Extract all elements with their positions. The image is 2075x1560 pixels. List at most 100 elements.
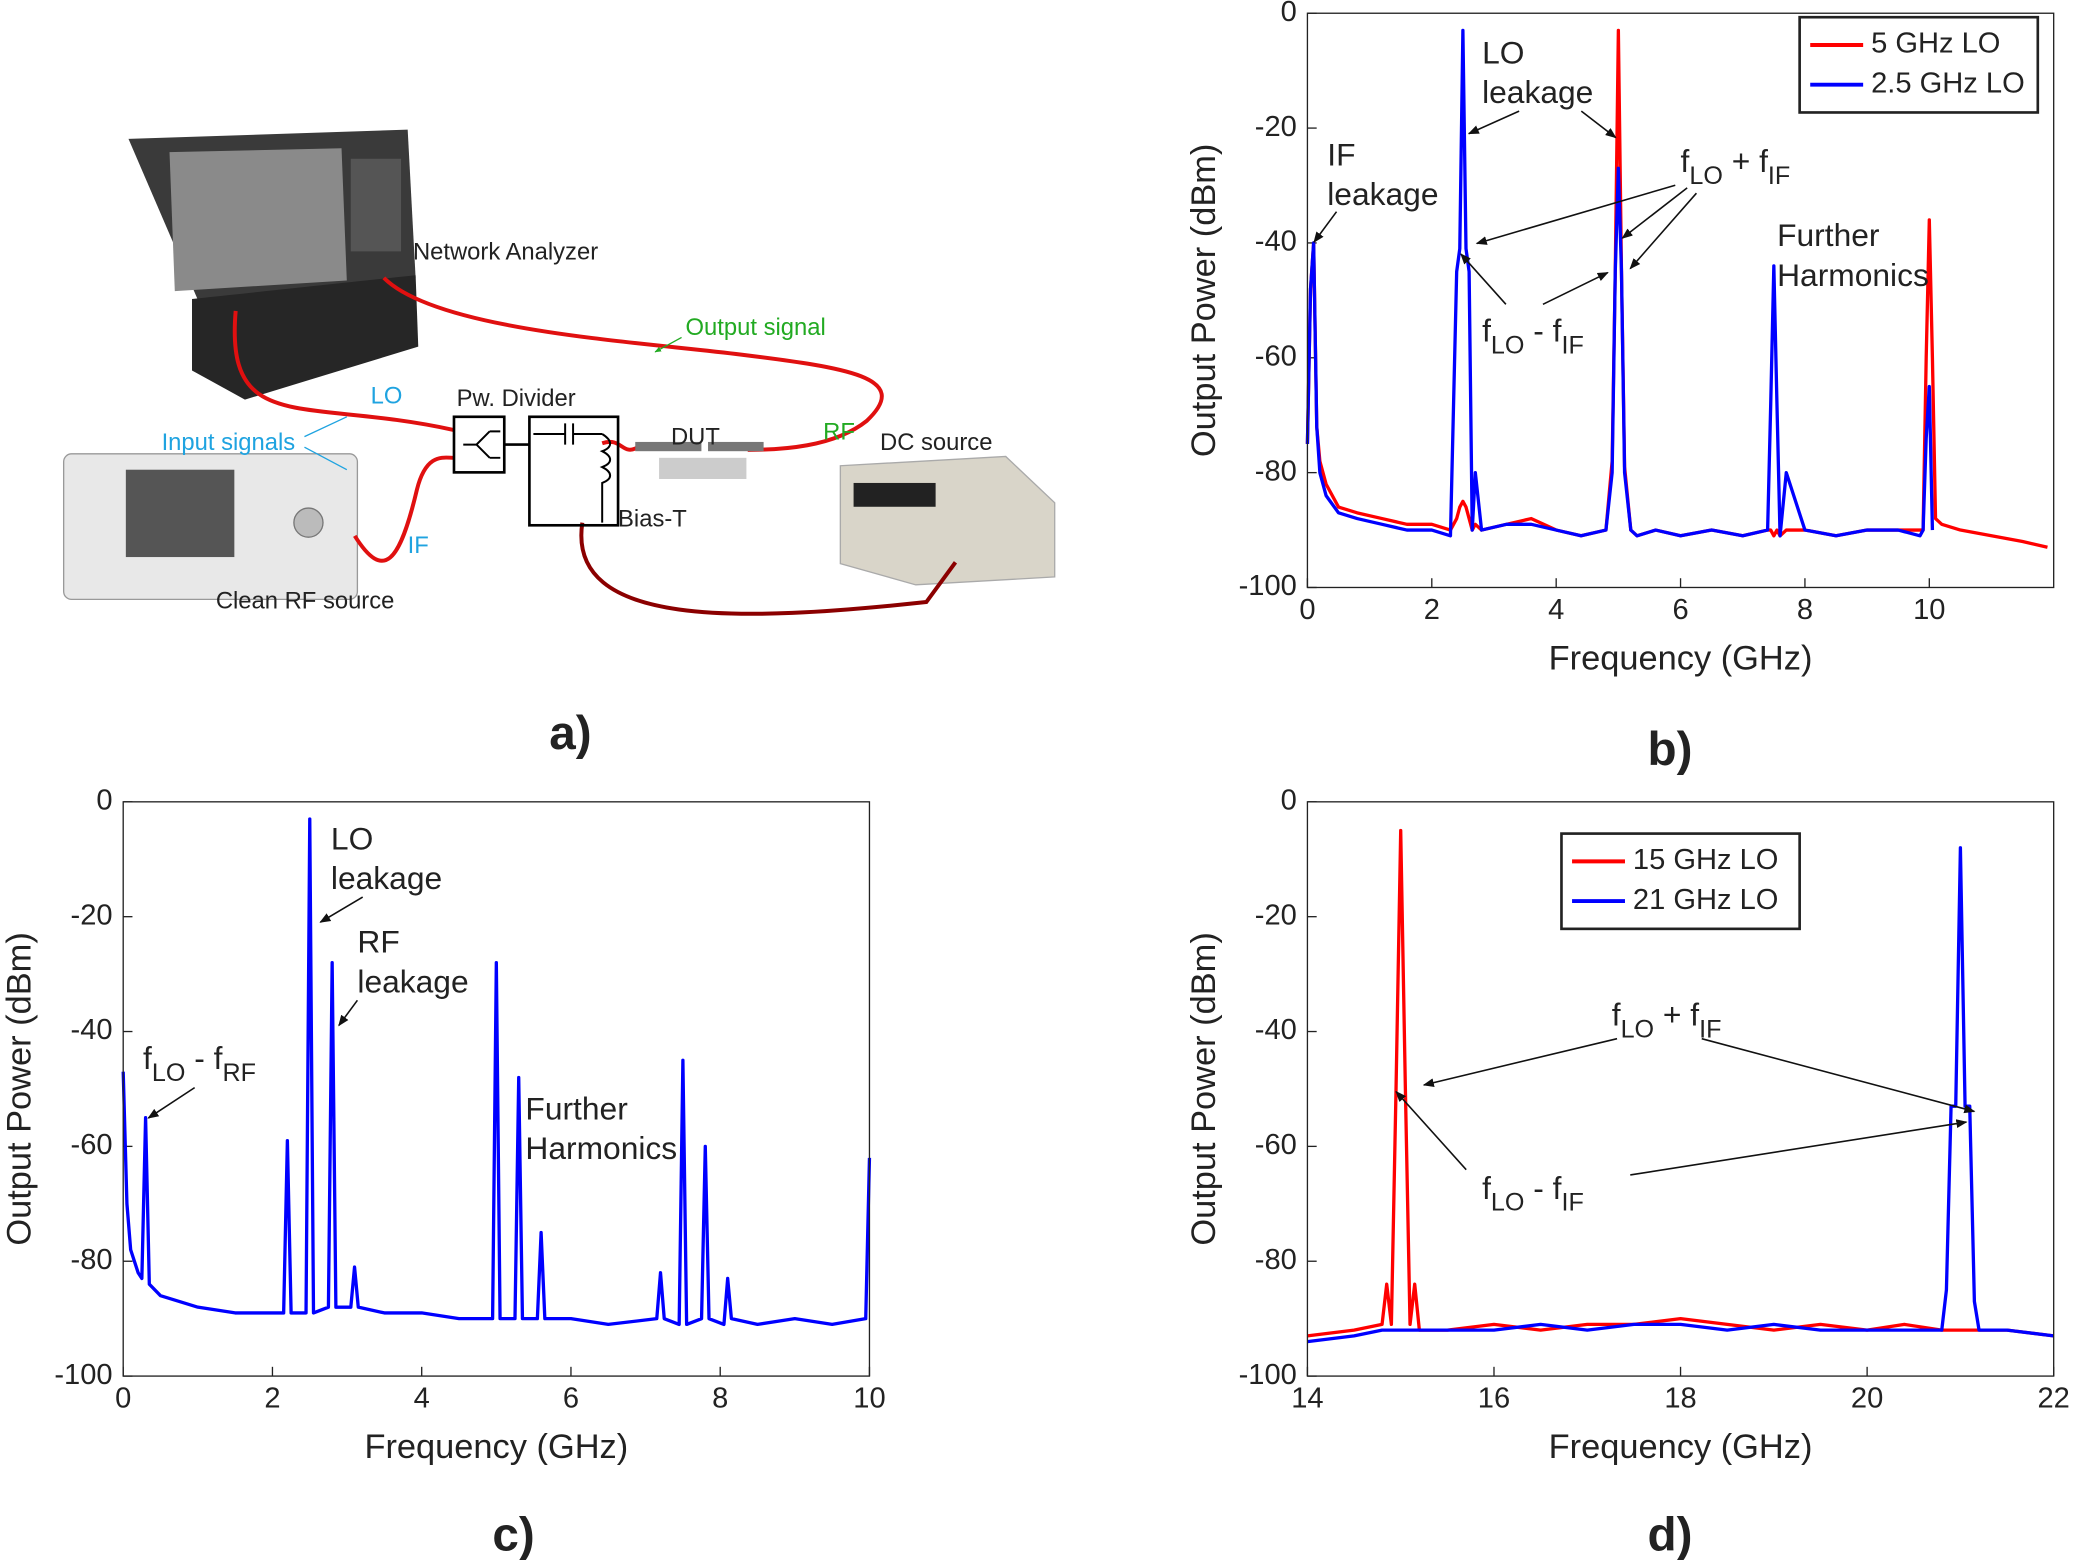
if-cable [353, 455, 455, 563]
series-line [1305, 28, 1935, 538]
analyzer-keys [350, 158, 402, 252]
annotation-part: leakage [357, 963, 468, 999]
x-tick-label: 4 [1548, 594, 1564, 626]
diagram-label: Output signal [686, 314, 826, 341]
x-axis-label: Frequency (GHz) [1549, 640, 1813, 678]
annotation: leakage [357, 963, 468, 999]
annotation-part: f [1681, 143, 1690, 179]
y-tick-label: -100 [54, 1359, 112, 1391]
annotation-arrow [338, 999, 359, 1027]
y-tick-label: -100 [1239, 570, 1297, 602]
y-tick-label: -80 [71, 1244, 113, 1276]
y-tick-label: -20 [71, 899, 113, 931]
x-tick-label: 8 [1797, 594, 1813, 626]
series-line [1307, 846, 2054, 1344]
annotation: fLO - fIF [1482, 1170, 1584, 1217]
dc-source [839, 455, 1056, 586]
y-tick-label: 0 [1281, 0, 1297, 28]
annotation-arrow [147, 1086, 196, 1119]
annotation-part: f [143, 1040, 152, 1076]
annotation-part: leakage [1482, 74, 1593, 110]
axes-box [1306, 801, 2055, 1377]
panel-label: a) [549, 707, 591, 760]
legend-label: 21 GHz LO [1633, 884, 1779, 916]
x-tick-label: 16 [1478, 1383, 1510, 1415]
dut-pad [635, 441, 702, 452]
x-tick-label: 18 [1664, 1383, 1696, 1415]
y-tick-label: -40 [1255, 1014, 1297, 1046]
annotation-part: - f [1524, 312, 1561, 348]
diagram-label: Network Analyzer [413, 238, 598, 265]
annotation: fLO - fRF [143, 1040, 256, 1087]
y-tick-label: -60 [1255, 340, 1297, 372]
axes-box [122, 801, 871, 1377]
input-arrow [304, 416, 348, 438]
x-tick-label: 2 [264, 1383, 280, 1415]
y-tick-label: -80 [1255, 1244, 1297, 1276]
diagram-label: IF [408, 532, 429, 559]
y-tick-label: -100 [1239, 1359, 1297, 1391]
x-tick-label: 6 [1672, 594, 1688, 626]
annotation-part: + f [1723, 143, 1768, 179]
divider-symbol [463, 430, 501, 459]
annotation: Harmonics [525, 1130, 677, 1166]
annotation: fLO + fIF [1681, 143, 1791, 190]
annotation-part: leakage [1327, 176, 1438, 212]
annotation-part: LO [1491, 331, 1525, 359]
annotation: fLO - fIF [1482, 312, 1584, 359]
diagram-label: Clean RF source [216, 588, 395, 615]
annotation-arrow [1621, 187, 1688, 239]
annotation-arrow [1630, 1119, 1968, 1176]
bias-t-cable [601, 439, 639, 452]
annotation-arrow [1313, 211, 1338, 244]
rf-source-screen [125, 469, 235, 558]
annotation-arrow [1542, 271, 1609, 306]
dc-cable [579, 522, 958, 616]
annotation-part: IF [1768, 162, 1790, 190]
annotation-part: RF [222, 1059, 256, 1087]
x-tick-label: 2 [1424, 594, 1440, 626]
series-line [1307, 828, 2054, 1338]
panel-label: b) [1647, 723, 1692, 776]
legend-box [1798, 15, 2040, 114]
annotation-arrow [1395, 1090, 1467, 1171]
annotation-part: Harmonics [1777, 257, 1929, 293]
annotation: LO [331, 820, 373, 856]
setup-diagram: Network Analyzer Output signal LO Pw. Di… [62, 129, 1056, 760]
dut-substrate [659, 457, 747, 479]
diagram-label: LO [371, 383, 403, 410]
panel-label: d) [1647, 1509, 1692, 1560]
x-axis-label: Frequency (GHz) [1549, 1428, 1813, 1466]
legend-box [1560, 832, 1801, 931]
annotation: LO [1482, 35, 1524, 71]
annotation-part: f [1482, 1170, 1491, 1206]
analyzer-screen [169, 148, 347, 292]
x-tick-label: 0 [1299, 594, 1315, 626]
annotation-part: - f [1524, 1170, 1561, 1206]
annotation-part: IF [1561, 1189, 1583, 1217]
annotation-part: Harmonics [525, 1130, 677, 1166]
x-axis-label: Frequency (GHz) [364, 1428, 628, 1466]
diagram-label: Bias-T [618, 506, 687, 533]
dut-pad [708, 441, 764, 452]
legend-label: 2.5 GHz LO [1871, 67, 2025, 99]
panel-label: c) [492, 1509, 534, 1560]
annotation-part: LO [1621, 1015, 1655, 1043]
y-tick-label: -40 [1255, 226, 1297, 258]
diagram-label: DC source [880, 429, 992, 456]
axes-box [1306, 12, 2055, 589]
annotation-part: LO [1689, 162, 1723, 190]
output-arrow [654, 336, 682, 353]
x-tick-label: 0 [115, 1383, 131, 1415]
annotation-part: LO [331, 820, 373, 856]
y-tick-label: -80 [1255, 455, 1297, 487]
annotation-part: RF [357, 924, 399, 960]
annotation-part: LO [1491, 1189, 1525, 1217]
y-tick-label: 0 [96, 785, 112, 817]
lo-cable [232, 310, 455, 432]
annotation-part: LO [1482, 35, 1524, 71]
rf-source-knob [293, 507, 324, 538]
annotation-arrow [1460, 253, 1507, 305]
annotation-part: Further [525, 1090, 628, 1126]
annotation-arrow [319, 896, 364, 923]
